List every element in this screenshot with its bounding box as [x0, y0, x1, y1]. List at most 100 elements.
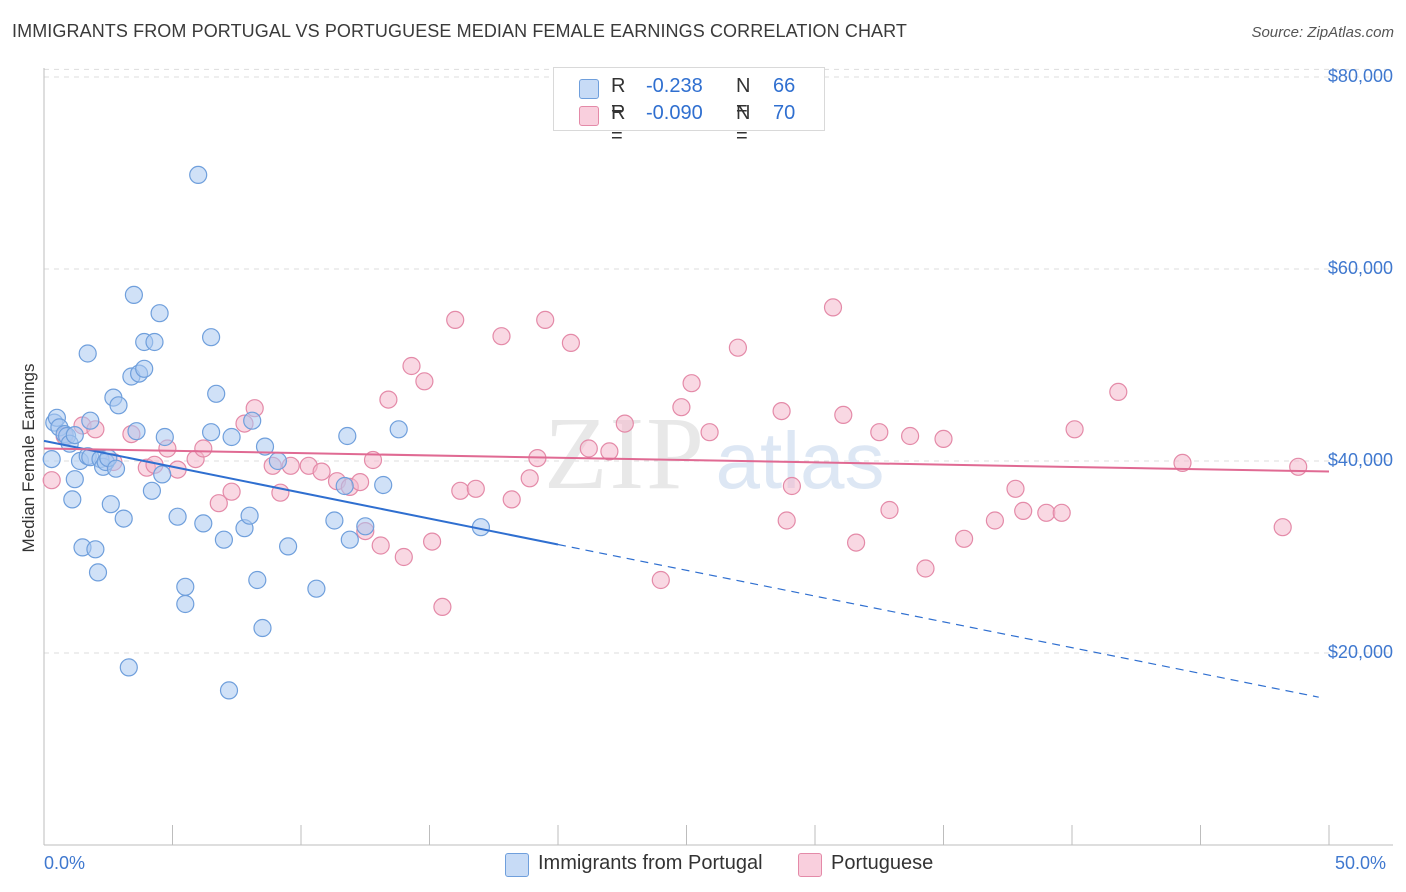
point-immigrants	[389, 420, 408, 439]
point-portuguese	[934, 429, 953, 448]
point-immigrants	[88, 563, 108, 582]
point-immigrants	[325, 511, 344, 530]
point-portuguese	[870, 423, 889, 442]
point-portuguese	[312, 462, 331, 481]
point-immigrants	[202, 328, 221, 347]
point-portuguese	[579, 439, 598, 458]
point-immigrants	[340, 530, 359, 549]
point-portuguese	[1065, 420, 1084, 439]
series-portuguese	[42, 298, 1308, 617]
point-immigrants	[65, 426, 84, 445]
y-tick-label: $40,000	[1327, 450, 1393, 470]
point-immigrants	[119, 658, 138, 677]
point-portuguese	[700, 423, 719, 442]
point-immigrants	[189, 165, 208, 184]
legend-r-label: R =	[611, 102, 626, 147]
point-immigrants	[81, 411, 100, 430]
point-portuguese	[651, 570, 670, 590]
point-portuguese	[1014, 501, 1033, 520]
legend-n-value: 70	[773, 102, 796, 124]
point-portuguese	[782, 476, 802, 496]
point-immigrants	[65, 470, 84, 489]
point-immigrants	[202, 423, 221, 442]
y-tick-label: $60,000	[1327, 258, 1393, 278]
point-immigrants	[253, 618, 272, 638]
source-note: Source: ZipAtlas.com	[1251, 24, 1394, 41]
point-portuguese	[351, 473, 370, 492]
trend-line-portuguese	[43, 447, 1330, 473]
point-immigrants	[86, 540, 105, 559]
legend-r-value: -0.238	[646, 75, 703, 97]
point-immigrants	[124, 285, 143, 304]
point-immigrants	[214, 530, 233, 549]
point-portuguese	[1037, 503, 1056, 522]
point-portuguese	[433, 597, 452, 617]
point-portuguese	[1052, 503, 1071, 522]
trend-line-immigrants	[43, 439, 559, 546]
point-portuguese	[777, 511, 796, 530]
point-portuguese	[451, 481, 470, 500]
point-immigrants	[155, 427, 174, 447]
point-immigrants	[240, 506, 259, 525]
watermark: ZIP atlas	[544, 396, 884, 511]
trend-line-immigrants-extension	[557, 543, 1319, 698]
point-immigrants	[42, 450, 61, 469]
point-portuguese	[561, 333, 581, 352]
legend-swatch-pink	[579, 106, 599, 126]
point-immigrants	[243, 411, 262, 430]
point-portuguese	[371, 536, 390, 555]
point-immigrants	[101, 495, 120, 514]
point-portuguese	[423, 532, 442, 551]
point-portuguese	[492, 327, 511, 346]
legend-n-label: N =	[736, 102, 751, 147]
point-immigrants	[176, 594, 195, 614]
legend-swatch-pink	[798, 853, 822, 877]
point-portuguese	[1273, 518, 1292, 537]
point-portuguese	[402, 356, 421, 376]
point-portuguese	[916, 559, 935, 578]
point-immigrants	[335, 476, 354, 496]
point-portuguese	[615, 414, 634, 433]
point-immigrants	[150, 304, 169, 323]
point-portuguese	[42, 471, 61, 490]
point-portuguese	[222, 482, 241, 501]
point-immigrants	[78, 344, 97, 363]
point-immigrants	[114, 509, 133, 528]
point-portuguese	[880, 500, 899, 520]
legend-n-label: N =	[736, 75, 751, 120]
point-portuguese	[466, 479, 485, 498]
point-portuguese	[1173, 453, 1192, 472]
point-immigrants	[356, 517, 375, 536]
point-portuguese	[900, 426, 920, 446]
point-portuguese	[846, 533, 866, 552]
point-portuguese	[415, 372, 434, 391]
legend-n-value: 66	[773, 75, 796, 97]
point-immigrants	[109, 396, 128, 415]
point-portuguese	[954, 529, 974, 548]
point-immigrants	[207, 384, 226, 403]
series-immigrants-from-portugal	[42, 165, 490, 700]
point-portuguese	[1109, 382, 1128, 401]
point-portuguese	[502, 490, 521, 509]
point-immigrants	[142, 481, 161, 500]
x-tick-label-max: 50.0%	[1335, 853, 1387, 873]
point-immigrants	[268, 451, 287, 471]
trend-lines	[43, 439, 1330, 698]
chart-title: IMMIGRANTS FROM PORTUGAL VS PORTUGUESE M…	[12, 21, 908, 41]
point-immigrants	[176, 577, 195, 596]
legend-label: Immigrants from Portugal	[538, 852, 763, 874]
point-immigrants	[307, 579, 326, 598]
point-portuguese	[379, 390, 398, 409]
point-portuguese	[363, 450, 383, 470]
point-immigrants	[168, 507, 187, 526]
point-portuguese	[1006, 479, 1025, 498]
point-immigrants	[279, 537, 298, 556]
point-immigrants	[127, 422, 146, 441]
point-immigrants	[222, 427, 241, 447]
point-portuguese	[823, 298, 843, 317]
point-immigrants	[63, 490, 82, 509]
y-tick-label: $20,000	[1327, 642, 1393, 662]
point-portuguese	[520, 469, 539, 488]
point-portuguese	[600, 442, 619, 461]
